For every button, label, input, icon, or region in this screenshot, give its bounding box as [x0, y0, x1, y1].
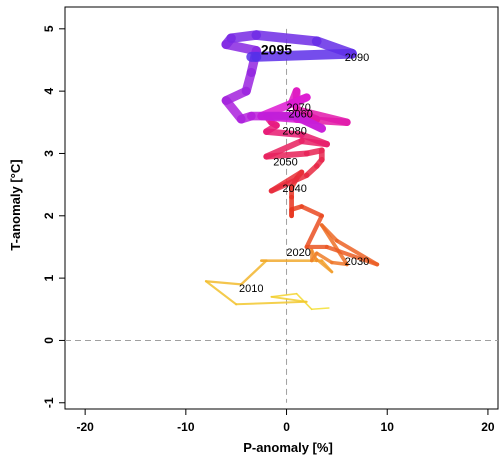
plot-frame — [64, 6, 499, 410]
trajectory-segment — [251, 30, 322, 47]
trajectory-segment — [292, 111, 326, 133]
year-label: 2010 — [239, 283, 263, 295]
y-tick-label: 3 — [42, 150, 56, 157]
trajectory-segment — [251, 48, 357, 62]
x-tick-label: -20 — [76, 420, 94, 434]
trajectory-segment — [270, 295, 308, 303]
trajectory-segment — [204, 280, 243, 286]
trajectory-segment — [298, 131, 330, 148]
y-tick-label: 0 — [42, 337, 56, 344]
x-tick-label: -10 — [177, 420, 195, 434]
trajectory-segment — [310, 307, 330, 311]
trajectory-segment — [240, 259, 268, 286]
y-tick-label: 4 — [42, 87, 56, 94]
trajectory-segment — [263, 137, 305, 160]
x-axis-title: P-anomaly [%] — [243, 440, 333, 455]
trajectory-segment — [263, 128, 305, 139]
x-tick-label: 0 — [283, 420, 290, 434]
year-label: 2060 — [288, 109, 312, 121]
trajectory-segment — [292, 106, 351, 127]
trajectory-segment — [315, 257, 334, 274]
trajectory-line — [204, 30, 380, 311]
trajectory-segment — [319, 223, 339, 243]
year-label: 2090 — [345, 52, 369, 64]
year-label: 2030 — [345, 256, 369, 268]
year-label: 2020 — [286, 247, 310, 259]
y-axis: -1 0 1 2 3 4 5 — [42, 25, 65, 408]
y-tick-label: 5 — [42, 25, 56, 32]
x-axis: -20 -10 0 10 20 — [76, 409, 495, 434]
year-label: 2040 — [282, 183, 306, 195]
y-tick-label: 1 — [42, 274, 56, 281]
x-tick-label: 20 — [481, 420, 495, 434]
trajectory-segment — [270, 292, 298, 298]
year-label: 2095 — [261, 41, 292, 57]
y-axis-title: T-anomaly [°C] — [8, 159, 23, 250]
trajectory-segment — [235, 300, 308, 306]
trajectory-segment — [304, 213, 324, 250]
y-tick-label: 2 — [42, 212, 56, 219]
trajectory-segment — [268, 172, 310, 194]
trajectory-segment — [324, 244, 380, 267]
year-label: 2050 — [273, 157, 297, 169]
trajectory-segment — [204, 280, 238, 306]
trajectory-segment — [299, 204, 324, 218]
trajectory-segment — [315, 251, 334, 265]
year-label: 2070 — [286, 102, 310, 114]
year-label: 2080 — [282, 126, 306, 138]
x-tick-label: 10 — [381, 420, 395, 434]
trajectory-segment — [330, 260, 349, 267]
y-tick-label: -1 — [42, 397, 56, 408]
